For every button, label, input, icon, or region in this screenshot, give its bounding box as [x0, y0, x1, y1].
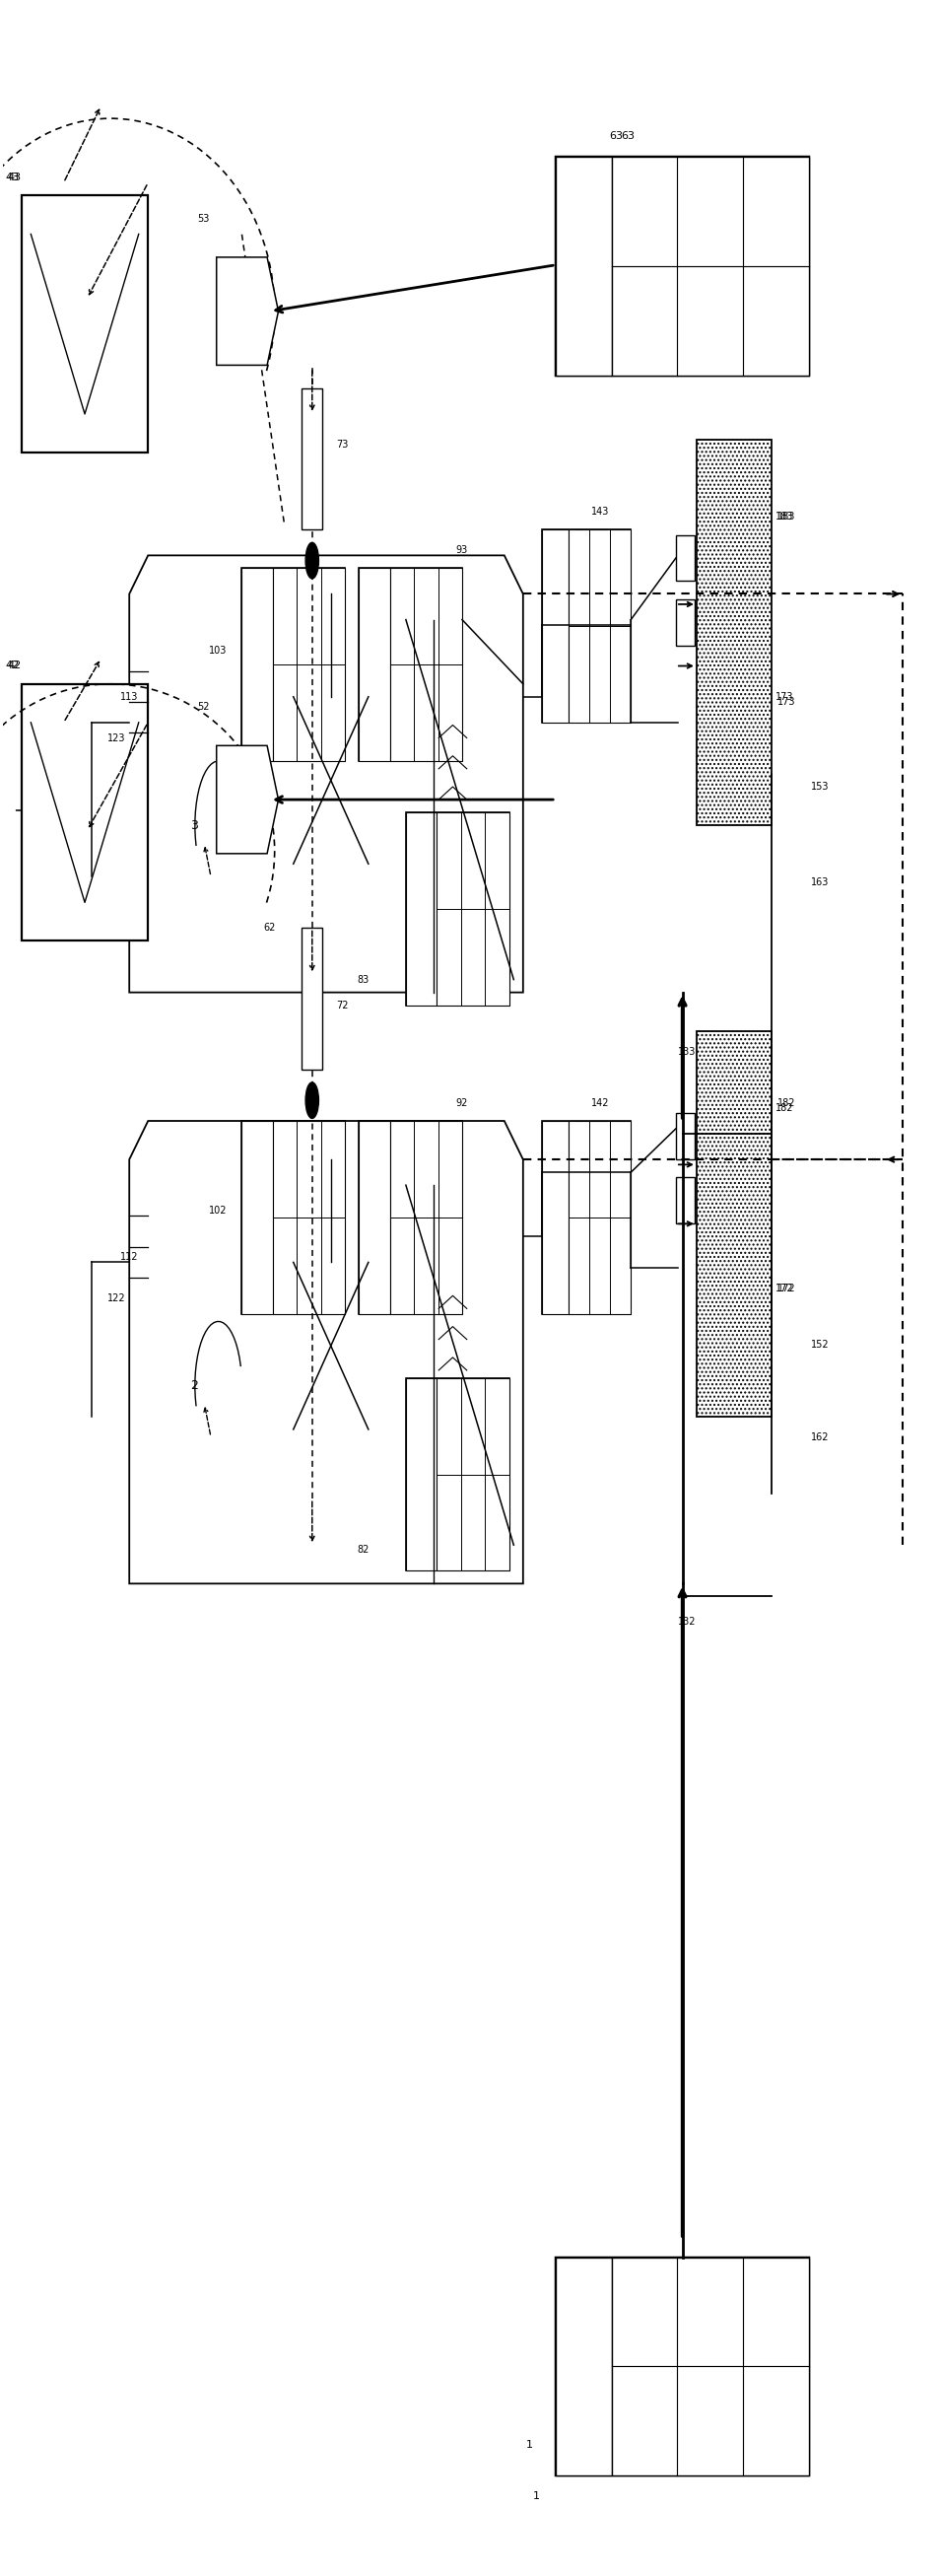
Text: 133: 133 — [678, 1046, 696, 1056]
Bar — [405, 811, 437, 1005]
Text: 163: 163 — [811, 876, 829, 886]
Text: 53: 53 — [198, 214, 210, 224]
Bar — [555, 157, 612, 376]
Bar — [22, 683, 148, 940]
Bar — [555, 2257, 809, 2476]
Bar — [676, 1177, 695, 1224]
Text: 143: 143 — [591, 507, 609, 518]
Bar — [241, 569, 273, 760]
Bar — [676, 600, 695, 647]
Bar — [569, 531, 631, 721]
Text: 152: 152 — [811, 1340, 829, 1350]
Bar — [437, 811, 509, 1005]
Text: 42: 42 — [8, 662, 22, 670]
Bar — [542, 531, 631, 721]
Text: 122: 122 — [108, 1293, 126, 1303]
Bar — [555, 157, 809, 376]
Polygon shape — [129, 1121, 523, 1584]
Text: 102: 102 — [209, 1206, 227, 1216]
Bar — [241, 1121, 273, 1314]
Text: 83: 83 — [357, 974, 370, 984]
Circle shape — [306, 1082, 319, 1118]
Text: 142: 142 — [591, 1097, 610, 1108]
Bar — [359, 1121, 462, 1314]
Text: 173: 173 — [777, 698, 795, 706]
Bar — [542, 1121, 569, 1314]
Text: 173: 173 — [775, 693, 793, 701]
Text: 183: 183 — [775, 513, 793, 523]
Text: 113: 113 — [120, 693, 138, 701]
Text: 123: 123 — [108, 734, 126, 742]
Text: 162: 162 — [811, 1432, 829, 1443]
Text: 112: 112 — [120, 1252, 139, 1262]
Bar — [569, 1121, 631, 1314]
Text: 1: 1 — [533, 2491, 539, 2501]
Text: 172: 172 — [775, 1283, 794, 1293]
Bar — [612, 2257, 809, 2476]
Text: 43: 43 — [6, 173, 20, 183]
Polygon shape — [217, 744, 278, 853]
Polygon shape — [217, 258, 278, 366]
Bar — [542, 531, 569, 721]
Bar — [437, 1378, 509, 1571]
Text: 72: 72 — [337, 999, 349, 1010]
Bar — [676, 536, 695, 582]
Text: 62: 62 — [263, 922, 275, 933]
Text: 93: 93 — [455, 546, 468, 556]
Bar — [612, 157, 809, 376]
Bar — [302, 389, 323, 531]
Text: 2: 2 — [190, 1378, 198, 1391]
Text: 63: 63 — [609, 131, 623, 142]
Text: 183: 183 — [777, 513, 795, 523]
Bar — [697, 1030, 771, 1417]
Bar — [697, 440, 771, 824]
Bar — [405, 1378, 437, 1571]
Text: 43: 43 — [8, 173, 22, 183]
Text: 132: 132 — [678, 1618, 696, 1628]
Text: 73: 73 — [337, 440, 349, 451]
Bar — [555, 2257, 612, 2476]
Circle shape — [306, 544, 319, 580]
Bar — [359, 1121, 390, 1314]
Text: 182: 182 — [775, 1103, 793, 1113]
Text: 52: 52 — [198, 703, 210, 711]
Bar — [273, 1121, 345, 1314]
Bar — [241, 1121, 345, 1314]
Bar — [359, 569, 390, 760]
Bar — [390, 569, 462, 760]
Text: 3: 3 — [190, 819, 198, 832]
Text: 42: 42 — [6, 662, 20, 670]
Bar — [273, 569, 345, 760]
Text: 182: 182 — [777, 1097, 795, 1108]
Text: 103: 103 — [209, 647, 227, 654]
Text: 63: 63 — [621, 131, 636, 142]
Bar — [302, 927, 323, 1069]
Text: 153: 153 — [811, 783, 829, 791]
Bar — [405, 1378, 509, 1571]
Bar — [542, 1121, 631, 1314]
Bar — [241, 569, 345, 760]
Bar — [676, 1113, 695, 1159]
Text: 92: 92 — [455, 1097, 468, 1108]
Text: 82: 82 — [357, 1546, 370, 1556]
Bar — [405, 811, 509, 1005]
Bar — [359, 569, 462, 760]
Bar — [390, 1121, 462, 1314]
Text: 1: 1 — [525, 2439, 533, 2450]
Text: 172: 172 — [777, 1283, 796, 1293]
Polygon shape — [129, 556, 523, 992]
Bar — [22, 196, 148, 453]
